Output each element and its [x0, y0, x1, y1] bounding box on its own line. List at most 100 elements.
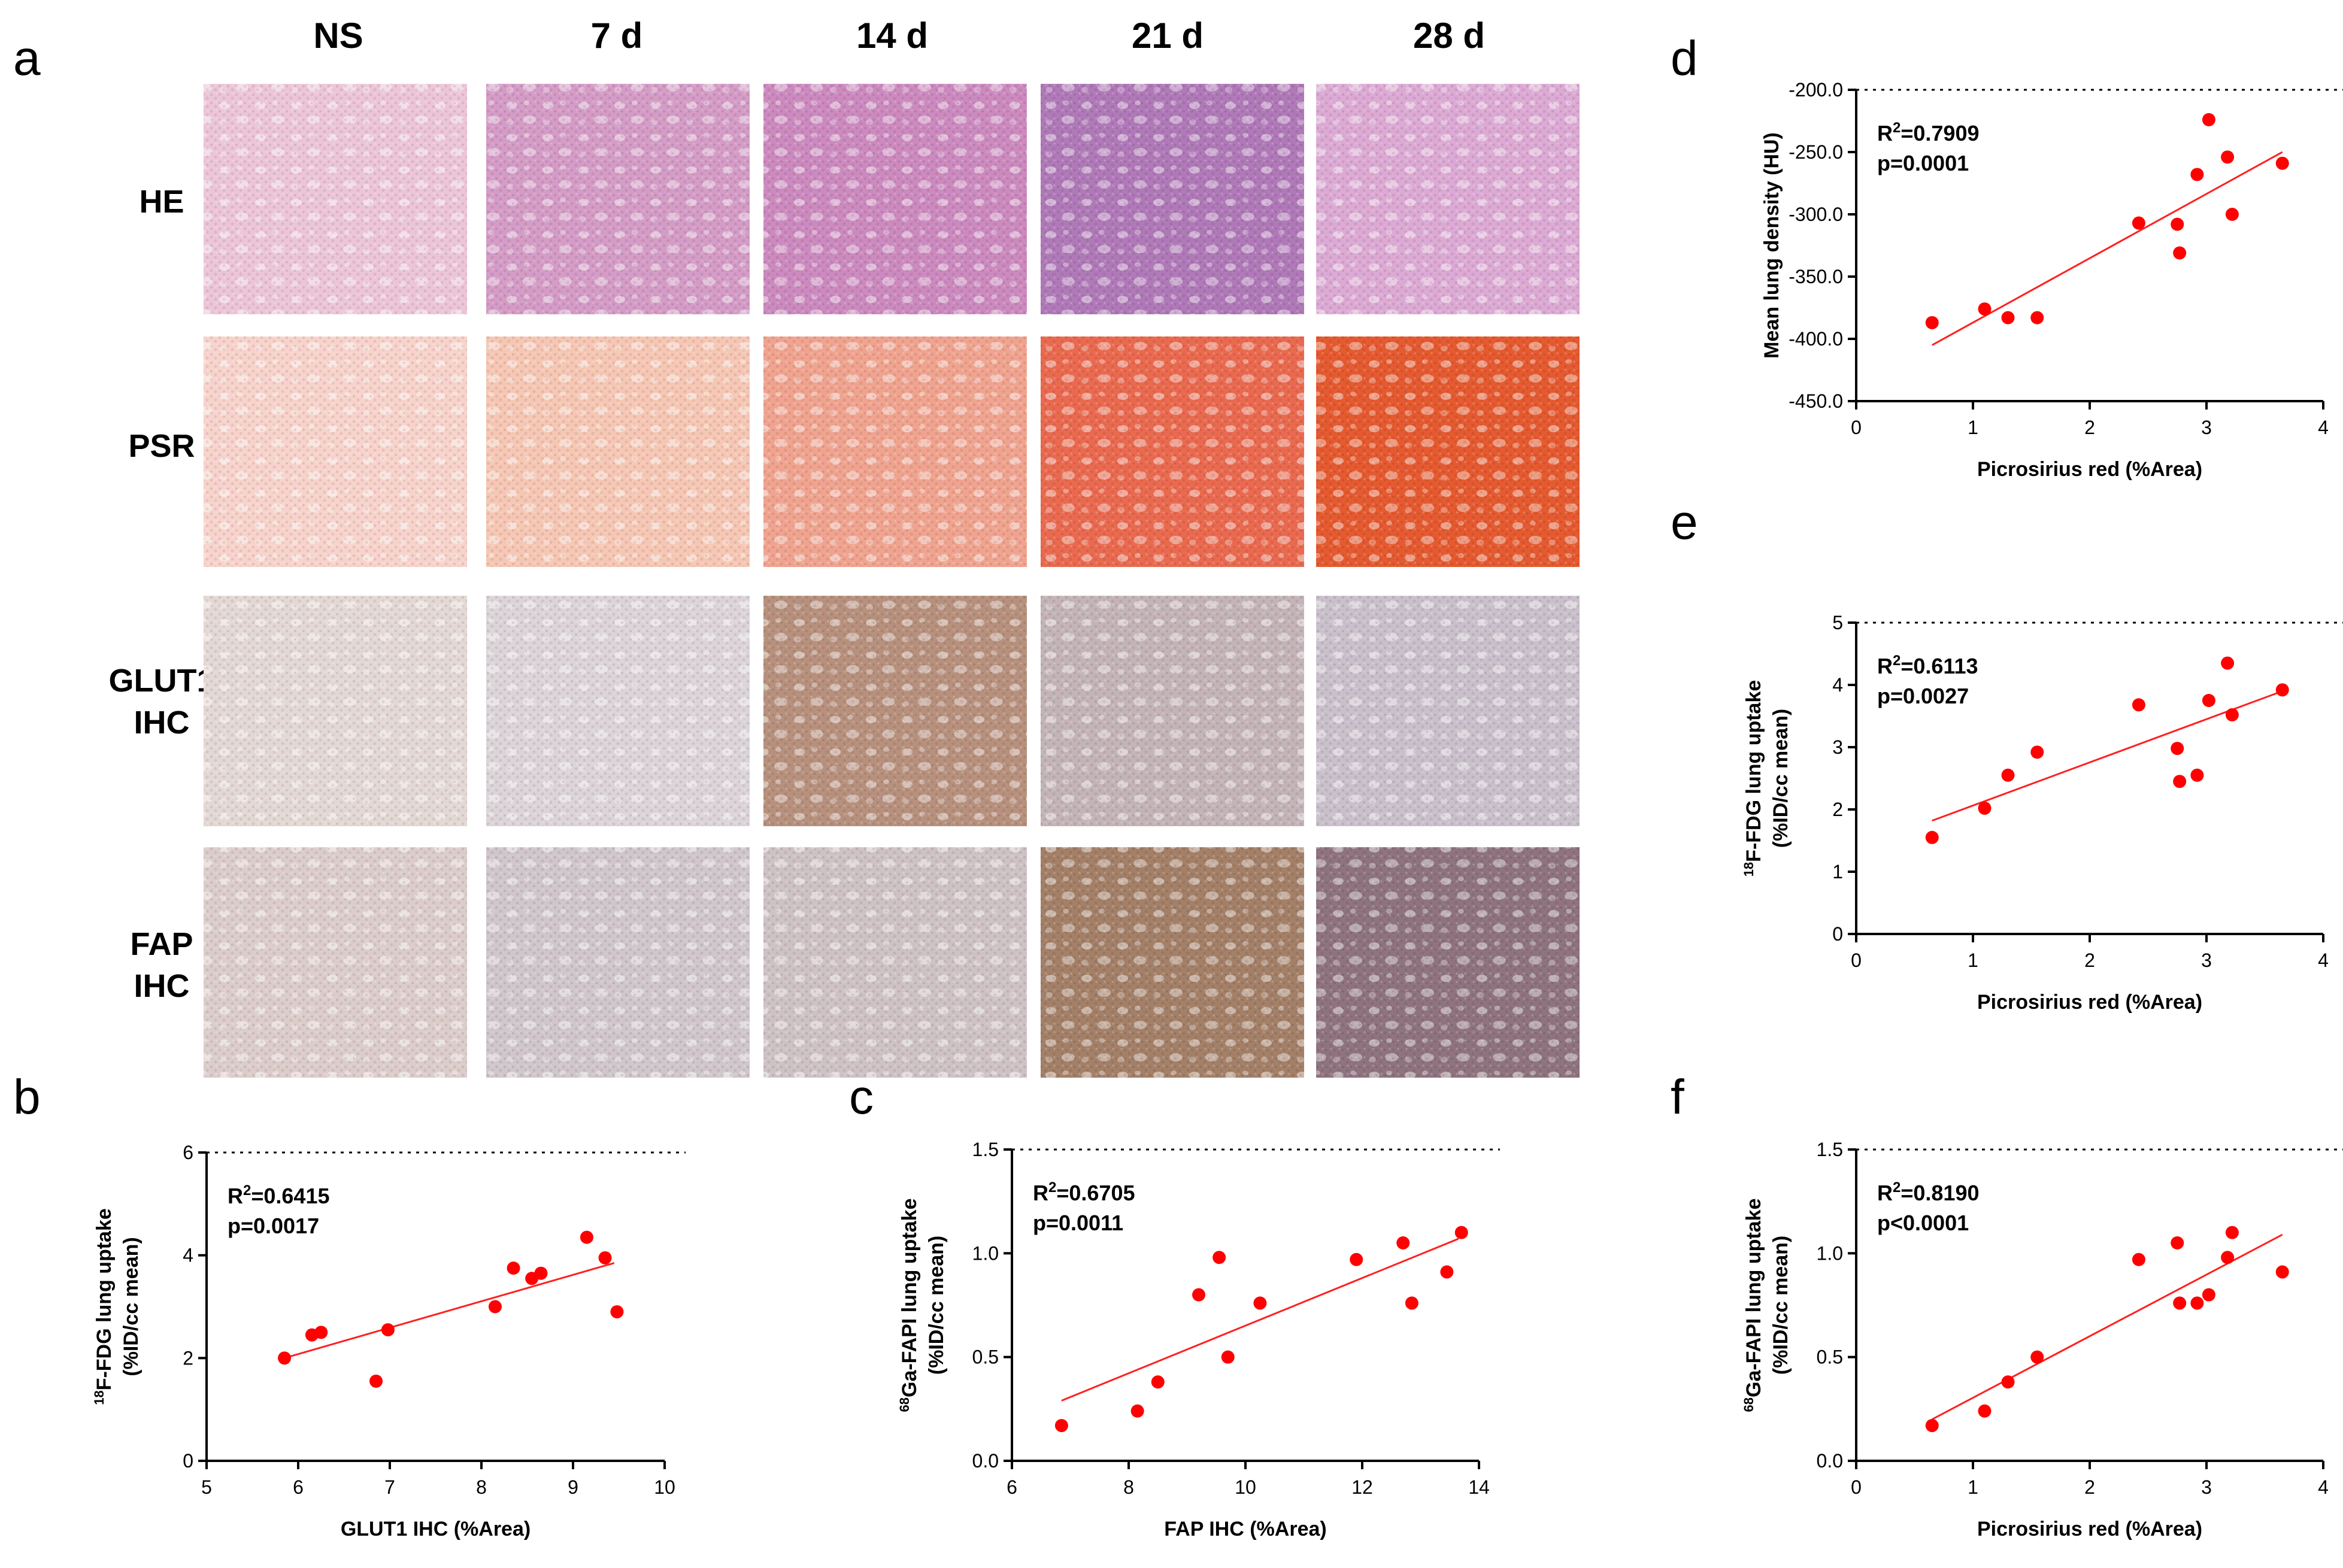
- chart-f-point: [2173, 1296, 2187, 1310]
- chart-f-point: [2132, 1252, 2145, 1266]
- chart-b-x-tick-label: 5: [201, 1476, 212, 1498]
- chart-c-y-label: 68Ga-FAPI lung uptake: [897, 1199, 921, 1412]
- chart-c-x-tick-label: 8: [1123, 1476, 1134, 1498]
- chart-c-x-tick-label: 6: [1007, 1476, 1017, 1498]
- panel-letter-c: c: [849, 1070, 874, 1124]
- chart-f-point: [2030, 1350, 2044, 1364]
- chart-d-y-tick-label: -400.0: [1789, 328, 1843, 350]
- chart-f-point: [2225, 1226, 2239, 1239]
- chart-c-r2-label: R2=0.6705: [1033, 1179, 1135, 1205]
- chart-d-fit-line: [1932, 151, 2283, 346]
- chart-d-y-tick-label: -200.0: [1789, 79, 1843, 101]
- row-header-psr: PSR: [128, 428, 195, 464]
- chart-d-point: [2132, 216, 2145, 230]
- chart-e-fit-line: [1932, 690, 2283, 822]
- chart-b-y-tick-label: 4: [183, 1245, 193, 1266]
- chart-c-point: [1221, 1350, 1235, 1364]
- chart-e-x-tick-label: 3: [2201, 950, 2212, 971]
- histology-tile-glut1-2: [763, 596, 1027, 826]
- histology-tile-he-4: [1316, 84, 1580, 314]
- histology-tile-fap-2: [763, 847, 1027, 1078]
- chart-c-point: [1350, 1252, 1363, 1266]
- histology-tile-psr-4: [1316, 336, 1580, 567]
- chart-c: 0.0 0.5 1.0 1.5 6 8 10 12 14 FAP IHC (%Area) 68Ga-…: [897, 1139, 1500, 1540]
- chart-d-point: [2030, 311, 2044, 324]
- chart-c-point: [1213, 1251, 1226, 1264]
- chart-e-point: [2221, 656, 2235, 670]
- chart-c-point: [1396, 1236, 1410, 1249]
- histology-tile-fap-3: [1041, 847, 1304, 1078]
- panel-letter-b: b: [13, 1070, 41, 1124]
- chart-b-point: [381, 1323, 395, 1337]
- chart-f-point: [2001, 1375, 2015, 1389]
- chart-c-y-tick-label: 0.0: [972, 1450, 999, 1472]
- chart-c-point: [1405, 1296, 1418, 1310]
- chart-c-point: [1130, 1404, 1144, 1418]
- chart-b-y-tick-label: 2: [183, 1347, 193, 1369]
- histology-tile-fap-4: [1316, 847, 1580, 1078]
- chart-b-x-tick-label: 9: [568, 1476, 578, 1498]
- chart-c-fit-line: [1061, 1238, 1459, 1402]
- chart-e-x-tick-label: 2: [2084, 950, 2095, 971]
- chart-f-x-tick-label: 3: [2201, 1476, 2212, 1498]
- chart-e-point: [2171, 742, 2184, 756]
- chart-f-r2-label: R2=0.8190: [1877, 1179, 1980, 1205]
- row-header-he: HE: [139, 184, 184, 220]
- histology-grid: [204, 84, 1580, 1078]
- chart-b-r2-label: R2=0.6415: [228, 1182, 330, 1208]
- chart-d-x-tick-label: 4: [2318, 417, 2329, 438]
- chart-d-x-tick-label: 2: [2084, 417, 2095, 438]
- column-header-7d: 7 d: [591, 16, 643, 56]
- chart-f-point: [2202, 1288, 2215, 1302]
- chart-b-point: [598, 1251, 612, 1264]
- chart-c-point: [1454, 1226, 1468, 1239]
- chart-e-y-tick-label: 1: [1832, 861, 1843, 882]
- chart-d: -450.0 -400.0 -350.0 -300.0 -250.0 -200.0 0 1 2 3…: [1760, 79, 2343, 481]
- chart-c-y-tick-label: 0.5: [972, 1346, 999, 1368]
- histology-tile-he-3: [1041, 84, 1304, 314]
- chart-b-x-tick-label: 10: [654, 1476, 675, 1498]
- panel-letter-d: d: [1671, 31, 1698, 86]
- chart-c-x-tick-label: 12: [1351, 1476, 1373, 1498]
- grid-column-headers: NS 7 d 14 d 21 d 28 d: [313, 16, 1485, 56]
- chart-f-p-value: p<0.0001: [1877, 1211, 1969, 1235]
- chart-b-point: [507, 1261, 520, 1275]
- grid-row-headers: HE PSR GLUT1 IHC FAP IHC: [108, 184, 214, 1004]
- chart-c-point: [1192, 1288, 1205, 1302]
- chart-f-point: [2275, 1265, 2289, 1279]
- chart-e-x-tick-label: 4: [2318, 950, 2329, 971]
- chart-c-point: [1151, 1375, 1165, 1389]
- chart-d-y-tick-label: -350.0: [1789, 266, 1843, 287]
- chart-b-point: [278, 1351, 292, 1365]
- chart-c-y-tick-label: 1.5: [972, 1139, 999, 1160]
- chart-e-y-tick-label: 3: [1832, 736, 1843, 758]
- histology-tile-fap-0: [204, 847, 467, 1078]
- chart-d-r2-label: R2=0.7909: [1877, 120, 1980, 145]
- chart-b-fit-line: [284, 1262, 615, 1359]
- chart-e-point: [2132, 698, 2145, 712]
- chart-e-point: [2001, 768, 2015, 782]
- chart-e-y-label-line2: (%ID/cc mean): [1769, 709, 1792, 848]
- chart-d-y-tick-label: -450.0: [1789, 390, 1843, 412]
- chart-e-y-tick-label: 5: [1832, 612, 1843, 633]
- chart-b-y-label: 18F-FDG lung uptake: [92, 1208, 116, 1405]
- chart-f-point: [1925, 1419, 1939, 1433]
- histology-tile-glut1-1: [486, 596, 750, 826]
- chart-f-x-tick-label: 1: [1968, 1476, 1978, 1498]
- chart-d-x-tick-label: 1: [1968, 417, 1978, 438]
- chart-c-y-label-line2: (%ID/cc mean): [925, 1236, 948, 1375]
- panel-letter-f: f: [1671, 1070, 1684, 1124]
- histology-tile-he-1: [486, 84, 750, 314]
- chart-f-fit-line: [1932, 1233, 2283, 1420]
- chart-b-point: [369, 1374, 383, 1388]
- chart-b-x-tick-label: 7: [384, 1476, 395, 1498]
- chart-f: 0.0 0.5 1.0 1.5 0 1 2 3 4 Picrosirius red (%Area)…: [1741, 1139, 2343, 1540]
- chart-e-point: [1978, 801, 1992, 815]
- histology-tile-psr-2: [763, 336, 1027, 567]
- chart-b-point: [534, 1266, 548, 1280]
- chart-f-y-label-line2: (%ID/cc mean): [1769, 1236, 1792, 1375]
- row-header-fap-ihc: FAP IHC: [130, 926, 193, 1004]
- chart-b-x-tick-label: 6: [293, 1476, 304, 1498]
- chart-d-point: [2190, 168, 2204, 181]
- chart-b-x-label: GLUT1 IHC (%Area): [341, 1518, 531, 1540]
